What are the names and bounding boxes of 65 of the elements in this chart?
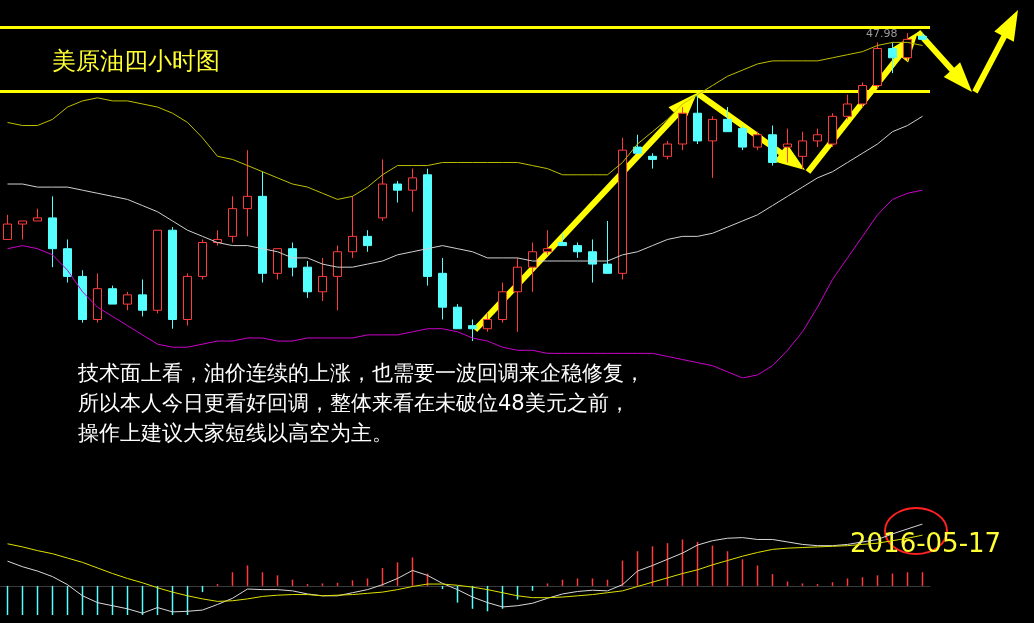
candlestick	[528, 242, 537, 293]
candlestick	[3, 214, 12, 240]
candlestick	[858, 81, 867, 108]
candlestick	[168, 226, 177, 330]
candlestick	[378, 158, 387, 222]
candlestick	[543, 229, 552, 256]
candlestick	[603, 220, 612, 274]
candlestick	[513, 257, 522, 333]
candlestick	[678, 106, 687, 151]
candlestick	[243, 149, 252, 237]
candlestick	[153, 229, 162, 314]
candlestick	[813, 128, 822, 148]
candlestick	[303, 260, 312, 299]
candlestick	[738, 125, 747, 151]
candlestick	[228, 195, 237, 244]
candlestick	[768, 125, 777, 167]
candlestick	[258, 171, 267, 284]
candlestick	[558, 232, 567, 247]
annotation: 47.98	[866, 26, 898, 40]
candlestick	[138, 278, 147, 317]
text: 所以本人今日更看好回调，整体来看在未破位48美元之前，	[78, 390, 630, 415]
candlestick	[363, 229, 372, 253]
candlestick	[48, 195, 57, 268]
candlestick	[498, 282, 507, 324]
candlestick	[918, 32, 927, 40]
candlestick	[843, 94, 852, 120]
candlestick	[468, 319, 477, 342]
candlestick	[483, 312, 492, 333]
candlestick	[18, 220, 27, 240]
candlestick	[183, 272, 192, 327]
candlestick	[93, 272, 102, 324]
candlestick	[123, 291, 132, 311]
candlestick	[348, 195, 357, 259]
candlestick	[663, 140, 672, 160]
candlestick	[873, 41, 882, 90]
candlestick	[453, 303, 462, 330]
candlestick	[63, 238, 72, 284]
text: 操作上建议大家短线以高空为主。	[78, 420, 393, 445]
candlestick	[333, 245, 342, 311]
candlestick	[723, 106, 732, 133]
candlestick	[888, 41, 897, 74]
candlestick	[693, 94, 702, 145]
candlestick	[828, 112, 837, 148]
candlestick	[393, 180, 402, 203]
candlestick	[318, 257, 327, 302]
candlestick	[648, 152, 657, 170]
candlestick	[198, 238, 207, 280]
candlestick	[798, 131, 807, 170]
candlestick	[618, 137, 627, 280]
candlestick	[753, 131, 762, 151]
candlestick	[408, 168, 417, 213]
candlestick	[288, 242, 297, 277]
candlestick	[903, 32, 912, 62]
candlestick	[633, 134, 642, 154]
text: 技术面上看，油价连续的上涨，也需要一波回调来企稳修复，	[77, 360, 645, 385]
candlestick	[708, 115, 717, 179]
candlestick	[423, 168, 432, 287]
candlestick	[108, 285, 117, 305]
candlestick	[78, 269, 87, 324]
text: 美原油四小时图	[52, 47, 220, 75]
candlestick	[438, 257, 447, 320]
candlestick	[573, 242, 582, 259]
candlestick	[273, 248, 282, 280]
candlestick	[783, 128, 792, 163]
candlestick	[33, 208, 42, 222]
